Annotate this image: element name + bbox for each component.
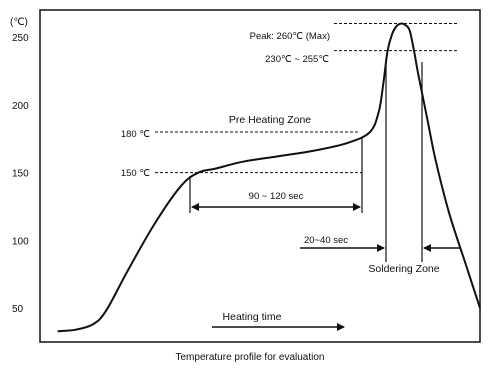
plot-frame xyxy=(39,9,481,343)
y-axis-ticks: 250 200 150 100 50 xyxy=(12,33,29,315)
y-axis-unit-label: (℃) xyxy=(10,17,28,28)
reference-lines xyxy=(155,23,458,174)
soldering-zone-label: Soldering Zone xyxy=(368,263,439,275)
preheat-duration-label: 90 ~ 120 sec xyxy=(249,191,304,202)
y-tick-label: 250 xyxy=(12,33,29,44)
preheat-high-label: 180 ℃ xyxy=(121,129,150,140)
preheat-zone-label: Pre Heating Zone xyxy=(229,114,311,126)
y-tick-label: 150 xyxy=(12,169,29,180)
chart-caption: Temperature profile for evaluation xyxy=(176,352,325,363)
y-tick-label: 100 xyxy=(12,236,29,247)
soldering-band-label: 230℃ ~ 255℃ xyxy=(265,54,329,65)
y-tick-label: 200 xyxy=(12,101,29,112)
y-tick-label: 50 xyxy=(12,304,24,315)
heating-time-label: Heating time xyxy=(223,311,282,323)
preheat-low-label: 150 ℃ xyxy=(121,168,150,179)
peak-label: Peak: 260℃ (Max) xyxy=(250,31,330,42)
temperature-curve xyxy=(57,22,481,333)
soldering-duration-label: 20~40 sec xyxy=(304,235,348,246)
